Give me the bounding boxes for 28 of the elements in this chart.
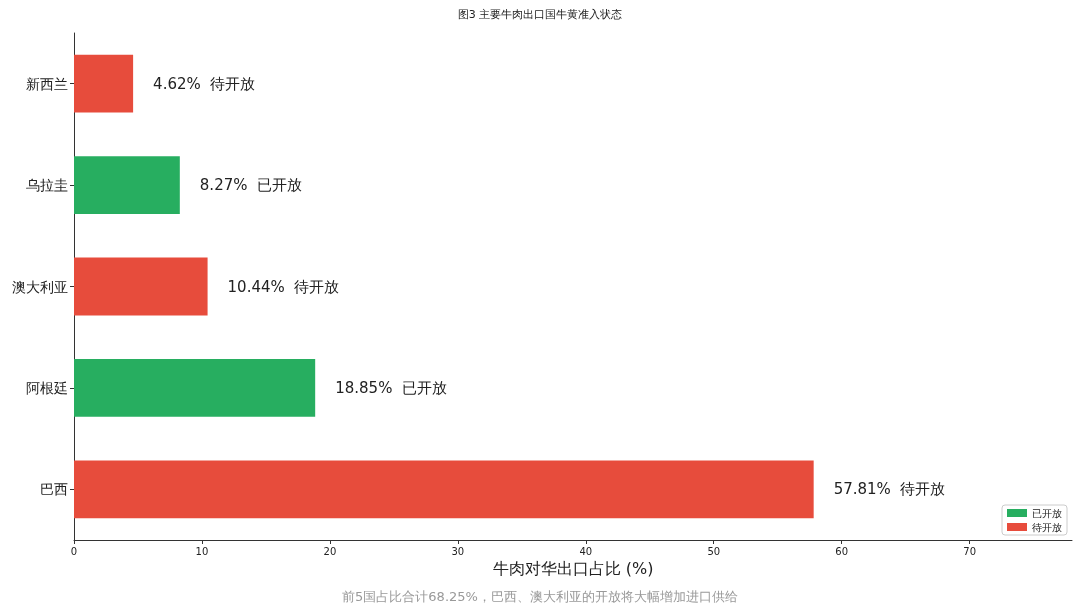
data-label: 4.62% 待开放 [153,74,256,93]
bar [74,359,316,417]
x-tick-label: 20 [323,545,337,557]
legend-label: 待开放 [1032,521,1062,533]
x-tick-label: 40 [579,545,593,557]
y-tick-label: 澳大利亚 [12,278,68,295]
data-label: 18.85% 已开放 [335,378,447,397]
y-tick-label: 新西兰 [26,75,68,92]
y-tick-label: 乌拉圭 [26,177,68,194]
x-tick-label: 60 [835,545,849,557]
x-tick-label: 10 [195,545,209,557]
x-axis-title: 牛肉对华出口占比 (%) [492,559,654,579]
text: 前5国占比合计68.25%，巴西、澳大利亚的开放将大幅增加进口供给 [342,589,738,604]
legend-label: 已开放 [1032,507,1062,519]
data-label: 8.27% 已开放 [199,176,302,195]
data-label: 10.44% 待开放 [227,277,340,296]
bar [74,156,180,214]
data-label: 57.81% 待开放 [833,480,946,499]
bar [74,460,814,519]
chart-title: 图3 主要牛肉出口国牛黄准入状态 [457,8,623,21]
x-tick-label: 30 [451,545,465,557]
y-tick-label: 巴西 [40,481,68,498]
x-tick-label: 70 [963,545,977,557]
bar [74,54,134,113]
bar [74,257,208,316]
x-tick-label: 0 [70,545,78,557]
x-tick-label: 50 [707,545,721,557]
y-tick-label: 阿根廷 [26,379,68,396]
